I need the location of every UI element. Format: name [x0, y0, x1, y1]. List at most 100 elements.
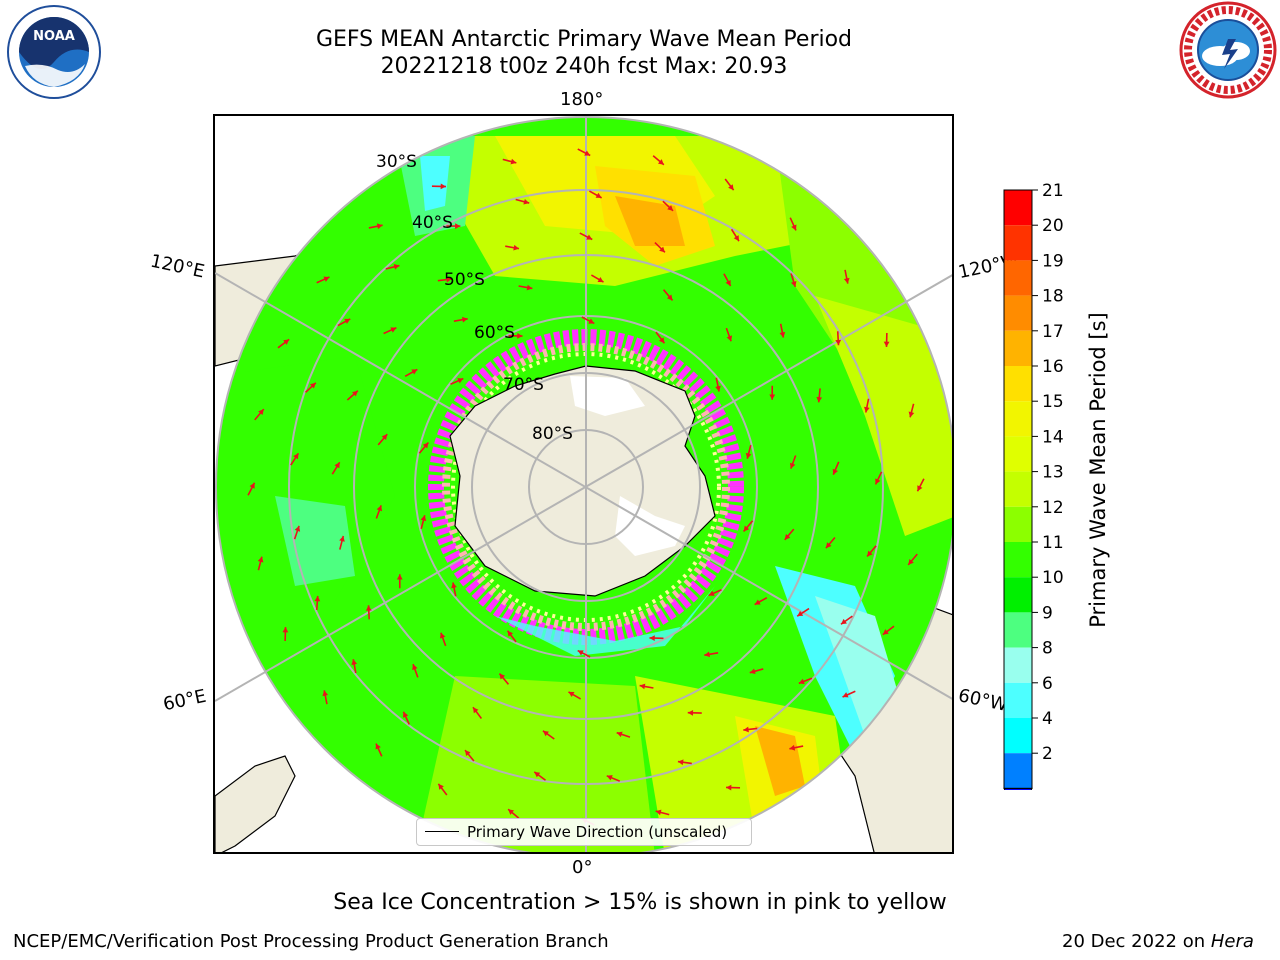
- lat-label-60s: 60°S: [474, 323, 515, 343]
- wave-arrow-head: [420, 515, 427, 522]
- wave-arrow-head: [726, 784, 732, 791]
- wave-arrow-head: [867, 550, 873, 557]
- wave-arrow-head: [507, 630, 514, 637]
- colorbar-tick-label: 8: [1042, 639, 1053, 659]
- colorbar-segment: [1004, 506, 1032, 542]
- colorbar-segment: [1004, 401, 1032, 437]
- wave-arrow-head: [451, 582, 457, 589]
- wave-arrow-head: [832, 468, 838, 475]
- lat-label-80s: 80°S: [532, 424, 573, 444]
- wave-arrow-head: [542, 730, 549, 737]
- colorbar-tick-label: 18: [1042, 287, 1064, 307]
- wave-arrow-head: [789, 744, 796, 751]
- wave-arrow-head: [779, 331, 786, 338]
- colorbar-tick-label: 17: [1042, 322, 1064, 342]
- wave-arrow-head: [508, 809, 515, 815]
- map-subtitle: 20221218 t00z 240h fcst Max: 20.93: [380, 54, 788, 79]
- wave-arrow-head: [534, 771, 541, 778]
- colorbar-segment: [1004, 330, 1032, 366]
- wave-arrow-head: [438, 783, 444, 790]
- wave-arrow-head: [843, 277, 850, 284]
- lon-label-60e: 60°E: [161, 685, 208, 716]
- colorbar-segment: [1004, 577, 1032, 613]
- wave-arrow-head: [310, 382, 316, 389]
- colorbar-segment: [1004, 647, 1032, 683]
- footer-date-text: 20 Dec 2022 on: [1062, 931, 1211, 952]
- wave-arrow-head: [659, 246, 665, 253]
- wave-arrow-head: [365, 605, 372, 611]
- wave-arrow-head: [517, 333, 523, 339]
- wave-arrow-head: [455, 223, 461, 229]
- wave-arrow-head: [584, 150, 591, 156]
- lon-label-180: 180°: [560, 89, 604, 110]
- wave-arrow-head: [769, 394, 776, 400]
- sea-ice-caption: Sea Ice Concentration > 15% is shown in …: [333, 890, 947, 915]
- wave-arrow-head: [667, 205, 674, 211]
- polar-map: [215, 116, 952, 852]
- wave-arrow-head: [816, 396, 823, 403]
- wave-arrow-head: [797, 610, 804, 617]
- wave-arrow-head: [657, 159, 664, 165]
- wave-arrow-head: [882, 629, 889, 635]
- colorbar-tick-label: 21: [1042, 181, 1064, 201]
- wave-arrow-head: [422, 442, 429, 449]
- wave-arrow-head: [465, 750, 471, 756]
- colorbar-segment: [1004, 260, 1032, 296]
- map-legend: Primary Wave Direction (unscaled): [416, 818, 752, 846]
- colorbar-segment: [1004, 366, 1032, 402]
- legend-label: Primary Wave Direction (unscaled): [467, 823, 728, 841]
- wave-arrow-head: [606, 775, 613, 781]
- colorbar-tick-label: 12: [1042, 498, 1064, 518]
- colorbar-segment: [1004, 295, 1032, 331]
- lon-label-0: 0°: [572, 857, 593, 878]
- wave-arrow-head: [825, 542, 832, 549]
- wave-arrow-head: [472, 707, 479, 714]
- wave-arrow-head: [842, 692, 849, 698]
- wave-arrow-head: [323, 276, 330, 282]
- wave-arrow-head: [314, 595, 321, 602]
- colorbar-segment: [1004, 682, 1032, 718]
- lat-label-70s: 70°S: [503, 375, 544, 395]
- colorbar: 21 20 19 18 17 16 15 14 13 12 11 10 9 8 6 4 2: [1003, 181, 1064, 790]
- wave-arrow-head: [586, 234, 593, 240]
- wave-arrow-head: [257, 556, 264, 563]
- wave-arrow-head: [749, 668, 756, 675]
- wave-arrow-head: [411, 369, 418, 375]
- wave-arrow-head: [687, 709, 694, 716]
- wave-arrow-head: [523, 198, 530, 205]
- wave-arrow-head: [526, 284, 533, 291]
- colorbar-tick-label: 20: [1042, 216, 1064, 236]
- wave-arrow-head: [708, 590, 715, 596]
- wave-arrow-head: [616, 731, 623, 738]
- map-panel: [213, 114, 954, 854]
- colorbar-tick-label: 19: [1042, 251, 1064, 271]
- colorbar-tick-label: 10: [1042, 568, 1064, 588]
- wave-arrow-head: [715, 385, 721, 392]
- wave-arrow-head: [322, 690, 329, 697]
- colorbar-tick-label: 6: [1042, 674, 1053, 694]
- colorbar-tick-label: 9: [1042, 603, 1053, 623]
- nws-logo: [1179, 1, 1277, 99]
- wave-arrow-head: [835, 339, 842, 346]
- wave-arrow-head: [513, 244, 520, 251]
- legend-line-sample: [425, 831, 459, 832]
- wave-arrow-head: [390, 327, 397, 333]
- lat-label-40s: 40°S: [412, 213, 453, 233]
- wave-arrow-head: [393, 264, 400, 270]
- wave-arrow-head: [798, 678, 805, 685]
- wave-arrow-head: [597, 276, 604, 283]
- wave-arrow-head: [352, 390, 358, 397]
- wave-arrow-head: [334, 462, 340, 469]
- wave-arrow-head: [728, 184, 734, 191]
- land-south-america: [215, 755, 296, 852]
- wave-arrow-head: [658, 337, 665, 344]
- colorbar-tick-label: 2: [1042, 744, 1053, 764]
- wave-arrow-head: [677, 759, 684, 766]
- graticule: [215, 116, 952, 852]
- noaa-logo: NOAA: [7, 5, 101, 99]
- wave-arrow-head: [883, 341, 890, 347]
- wave-arrow-head: [875, 478, 881, 485]
- wave-arrow-head: [412, 664, 418, 671]
- colorbar-tick-label: 16: [1042, 357, 1064, 377]
- colorbar-segment: [1004, 542, 1032, 578]
